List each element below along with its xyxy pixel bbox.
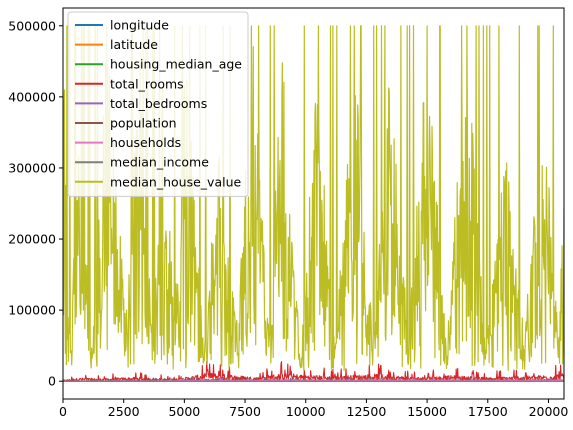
legend-label: longitude: [110, 18, 169, 33]
x-tick-label: 10000: [286, 404, 326, 419]
x-tick-label: 20000: [529, 404, 569, 419]
y-tick-label: 300000: [8, 160, 56, 175]
series-line-total-rooms: [63, 360, 564, 382]
x-tick-label: 2500: [108, 404, 140, 419]
series-line-median-house-value: [63, 25, 564, 372]
legend-box: [67, 11, 249, 197]
x-tick-label: 7500: [229, 404, 261, 419]
y-tick-label: 400000: [8, 89, 56, 104]
x-tick-label: 15000: [407, 404, 447, 419]
legend-label: population: [110, 116, 177, 131]
x-tick-label: 17500: [468, 404, 508, 419]
legend-label: median_house_value: [110, 174, 242, 189]
y-tick-label: 100000: [8, 303, 56, 318]
y-tick-label: 500000: [8, 18, 56, 33]
legend-label: latitude: [110, 37, 158, 52]
x-tick-label: 12500: [347, 404, 387, 419]
legend-label: housing_median_age: [110, 57, 242, 72]
legend-label: total_bedrooms: [110, 96, 207, 111]
y-tick-label: 200000: [8, 232, 56, 247]
y-tick-label: 0: [48, 374, 56, 389]
x-tick-label: 5000: [168, 404, 200, 419]
x-tick-label: 0: [59, 404, 67, 419]
plot-frame: [62, 7, 565, 400]
legend: longitude latitude housing_median_agetotal…: [67, 11, 249, 197]
legend-label: households: [110, 135, 181, 150]
legend-label: median_income: [110, 155, 209, 170]
legend-label: total_rooms: [110, 76, 184, 91]
